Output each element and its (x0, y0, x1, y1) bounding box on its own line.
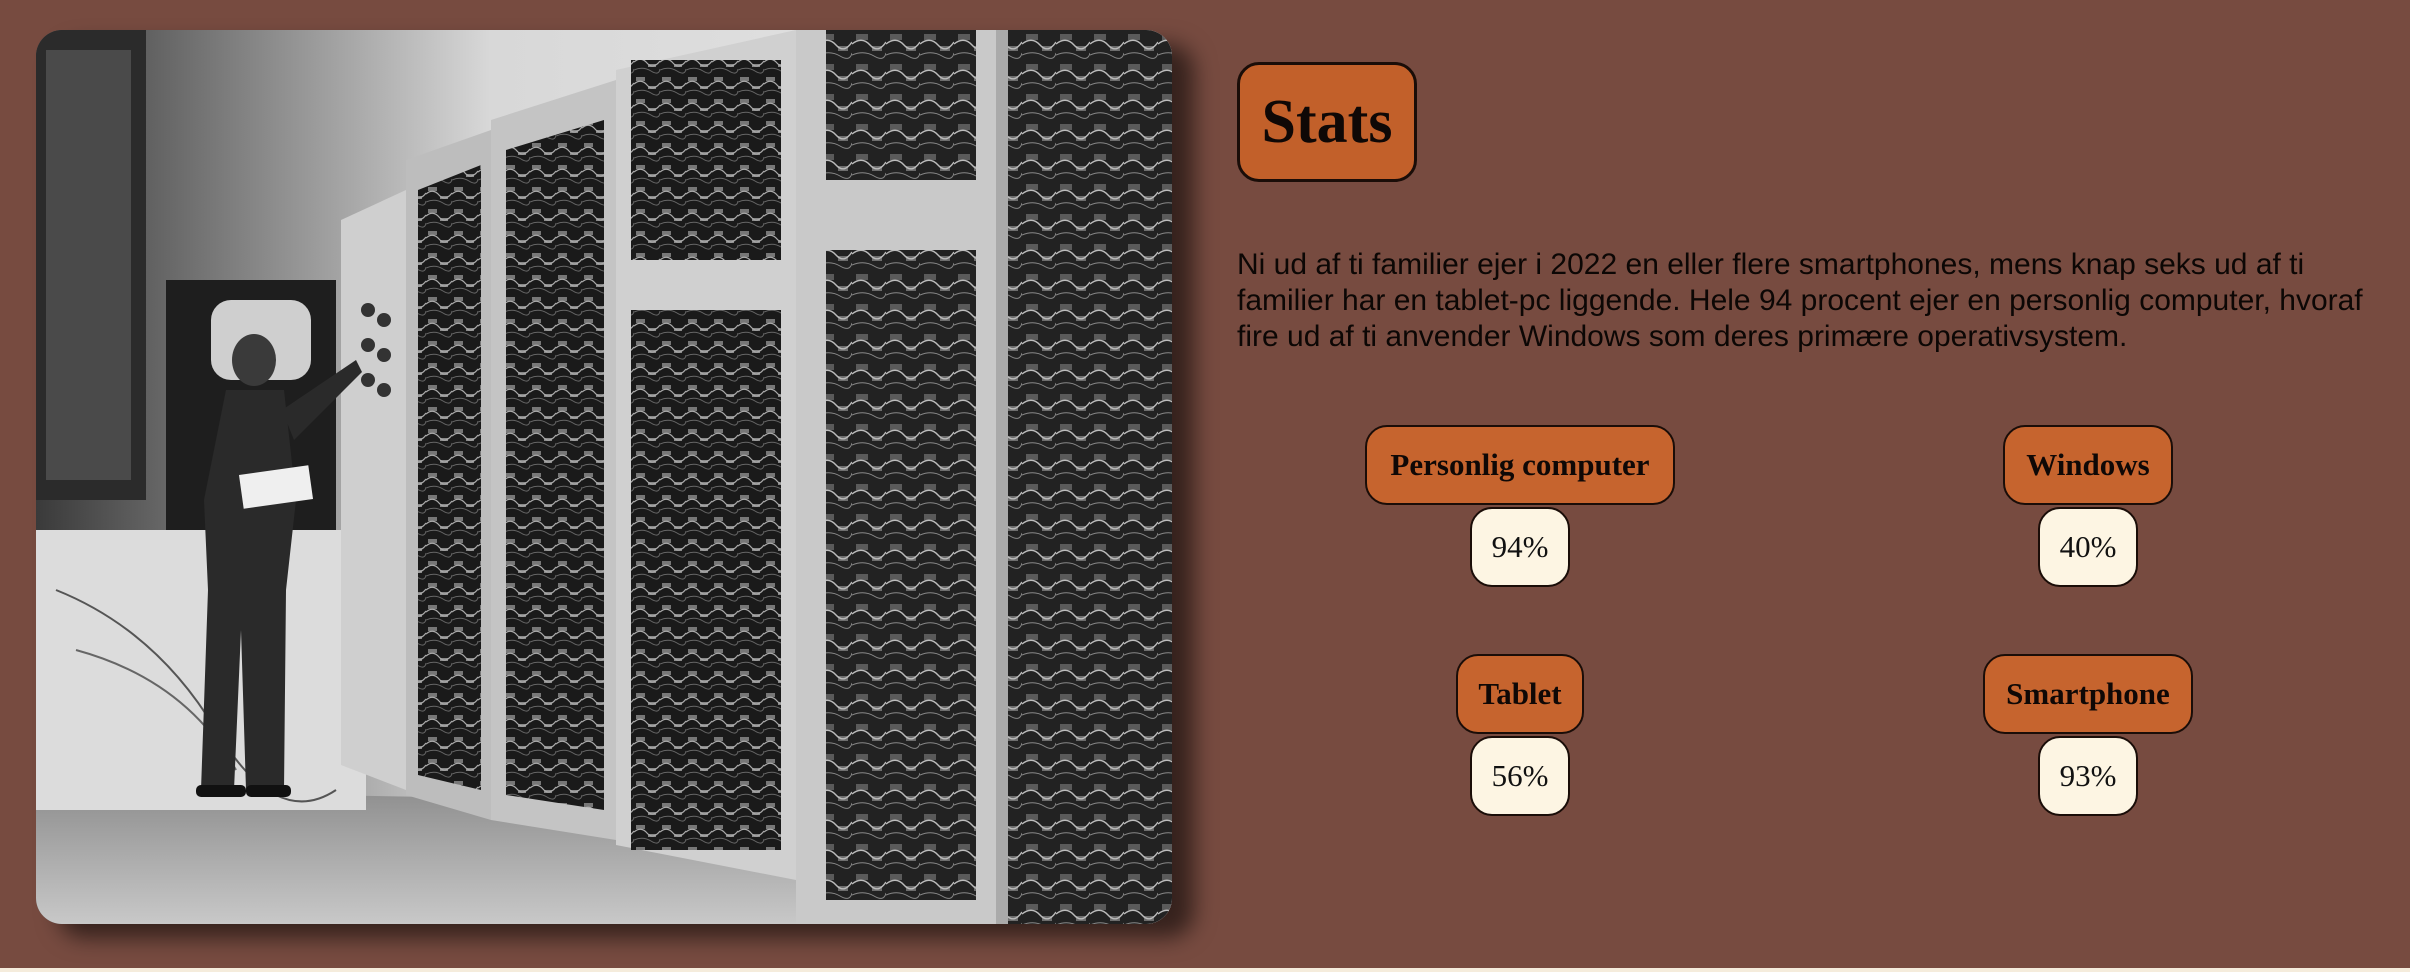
stat-value-tablet: 56% (1470, 736, 1570, 816)
stat-value-personlig-computer: 94% (1470, 507, 1570, 587)
mainframe-illustration (36, 30, 1172, 924)
mainframe-photo (36, 30, 1172, 924)
stats-title: Stats (1237, 62, 1417, 182)
stat-label-windows: Windows (2003, 425, 2173, 505)
stat-label-personlig-computer: Personlig computer (1365, 425, 1675, 505)
stat-label-tablet: Tablet (1456, 654, 1584, 734)
bottom-border (0, 968, 2410, 972)
stat-value-smartphone: 93% (2038, 736, 2138, 816)
stats-description: Ni ud af ti familier ejer i 2022 en elle… (1237, 248, 2363, 353)
stat-label-smartphone: Smartphone (1983, 654, 2193, 734)
stat-value-windows: 40% (2038, 507, 2138, 587)
